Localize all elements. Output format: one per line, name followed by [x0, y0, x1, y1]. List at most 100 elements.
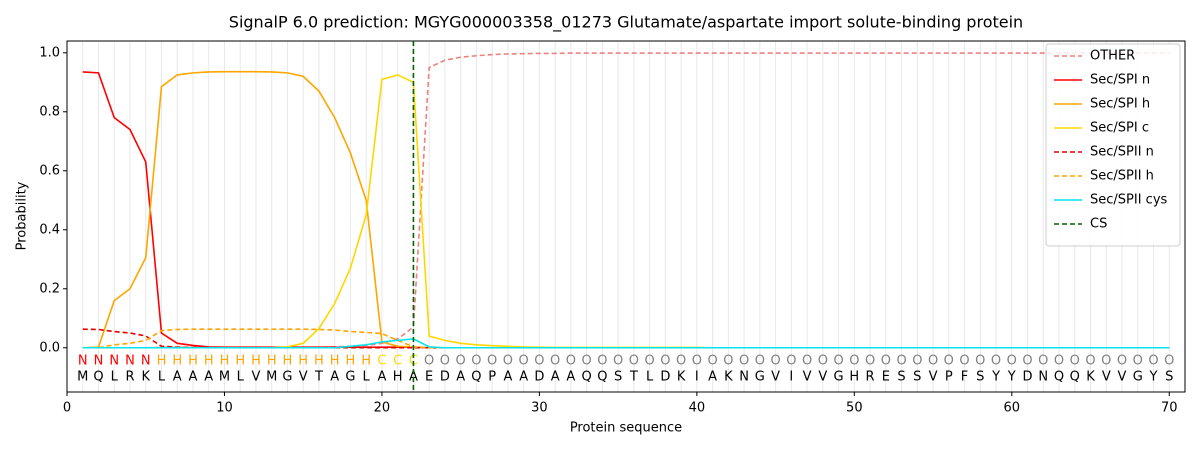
sequence-letter: A: [503, 370, 512, 385]
residue-label: H: [298, 354, 308, 369]
legend-label: Sec/SPI h: [1090, 97, 1150, 112]
sequence-letter: A: [551, 370, 560, 385]
residue-label: O: [912, 354, 922, 369]
residue-label: O: [770, 354, 780, 369]
sequence-letter: V: [299, 370, 308, 385]
residue-label: O: [928, 354, 938, 369]
sequence-letter: H: [393, 370, 403, 385]
residue-label: O: [487, 354, 497, 369]
residue-label: O: [849, 354, 859, 369]
residue-label: O: [1164, 354, 1174, 369]
residue-label: O: [660, 354, 670, 369]
sequence-letter: K: [141, 370, 150, 385]
sequence-letter: V: [252, 370, 261, 385]
residue-label: O: [440, 354, 450, 369]
sequence-letter: P: [488, 370, 496, 385]
sequence-letter: L: [237, 370, 245, 385]
residue-label: O: [739, 354, 749, 369]
residue-label: O: [755, 354, 765, 369]
residue-label: O: [896, 354, 906, 369]
legend-label: OTHER: [1090, 49, 1135, 64]
residue-label: O: [424, 354, 434, 369]
sequence-letter: N: [1038, 370, 1048, 385]
x-tick-label: 30: [531, 401, 548, 416]
sequence-letter: D: [440, 370, 450, 385]
sequence-letter: V: [803, 370, 812, 385]
residue-label: N: [94, 354, 104, 369]
residue-label: H: [204, 354, 214, 369]
sequence-letter: V: [771, 370, 780, 385]
sequence-letter: Q: [597, 370, 607, 385]
residue-label: H: [361, 354, 371, 369]
residue-label: O: [991, 354, 1001, 369]
residue-label: O: [1085, 354, 1095, 369]
residue-label: O: [550, 354, 560, 369]
legend-label: Sec/SPII n: [1090, 145, 1154, 160]
x-tick-label: 40: [689, 401, 706, 416]
residue-label: O: [1070, 354, 1080, 369]
residue-label: H: [235, 354, 245, 369]
chart-title: SignalP 6.0 prediction: MGYG000003358_01…: [229, 13, 1023, 33]
sequence-letter: M: [219, 370, 230, 385]
sequence-letter: A: [189, 370, 198, 385]
sequence-letter: M: [266, 370, 277, 385]
sequence-letter: S: [614, 370, 622, 385]
residue-label: O: [833, 354, 843, 369]
residue-label: O: [566, 354, 576, 369]
residue-label: N: [78, 354, 88, 369]
sequence-letter: G: [1133, 370, 1143, 385]
sequence-letter: A: [456, 370, 465, 385]
sequence-letter: H: [849, 370, 859, 385]
residue-label: O: [865, 354, 875, 369]
plot-frame: [66, 40, 1186, 393]
sequence-letter: K: [677, 370, 686, 385]
sequence-letter: F: [961, 370, 968, 385]
residue-label: O: [723, 354, 733, 369]
sequence-letter: G: [755, 370, 765, 385]
sequence-letter: Q: [93, 370, 103, 385]
sequence-letter: G: [345, 370, 355, 385]
x-tick-label: 10: [216, 401, 233, 416]
residue-label: O: [1101, 354, 1111, 369]
sequence-letter: G: [282, 370, 292, 385]
sequence-letter: L: [111, 370, 119, 385]
residue-label: O: [519, 354, 529, 369]
residue-label: O: [1117, 354, 1127, 369]
series-line: [82, 74, 1170, 349]
residue-label: H: [157, 354, 167, 369]
residue-label: H: [220, 354, 230, 369]
residue-label: C: [377, 354, 386, 369]
sequence-letter: A: [173, 370, 182, 385]
residue-label: O: [881, 354, 891, 369]
y-tick-label: 0.2: [39, 281, 60, 296]
residue-label: O: [944, 354, 954, 369]
sequence-letter: D: [660, 370, 670, 385]
legend-label: Sec/SPII cys: [1090, 193, 1168, 208]
sequence-letter: R: [125, 370, 134, 385]
sequence-letter: A: [519, 370, 528, 385]
sequence-letter: V: [1102, 370, 1111, 385]
sequence-letter: A: [204, 370, 213, 385]
residue-label: H: [251, 354, 261, 369]
series-line: [82, 52, 1170, 349]
residue-label: O: [802, 354, 812, 369]
sequence-letter: P: [945, 370, 953, 385]
residue-label: N: [141, 354, 151, 369]
sequence-letter: Q: [471, 370, 481, 385]
sequence-letter: L: [158, 370, 166, 385]
sequence-letter: V: [1118, 370, 1127, 385]
y-axis-label: Probability: [15, 181, 30, 250]
sequence-letter: D: [1023, 370, 1033, 385]
residue-label: O: [471, 354, 481, 369]
sequence-letter: K: [724, 370, 733, 385]
residue-label: O: [503, 354, 513, 369]
legend-box: [1045, 43, 1181, 247]
residue-label: H: [330, 354, 340, 369]
sequence-letter: G: [834, 370, 844, 385]
residue-label: O: [692, 354, 702, 369]
sequence-letter: V: [929, 370, 938, 385]
x-tick-label: 60: [1004, 401, 1021, 416]
x-tick-label: 70: [1161, 401, 1178, 416]
sequence-letter: I: [695, 370, 699, 385]
